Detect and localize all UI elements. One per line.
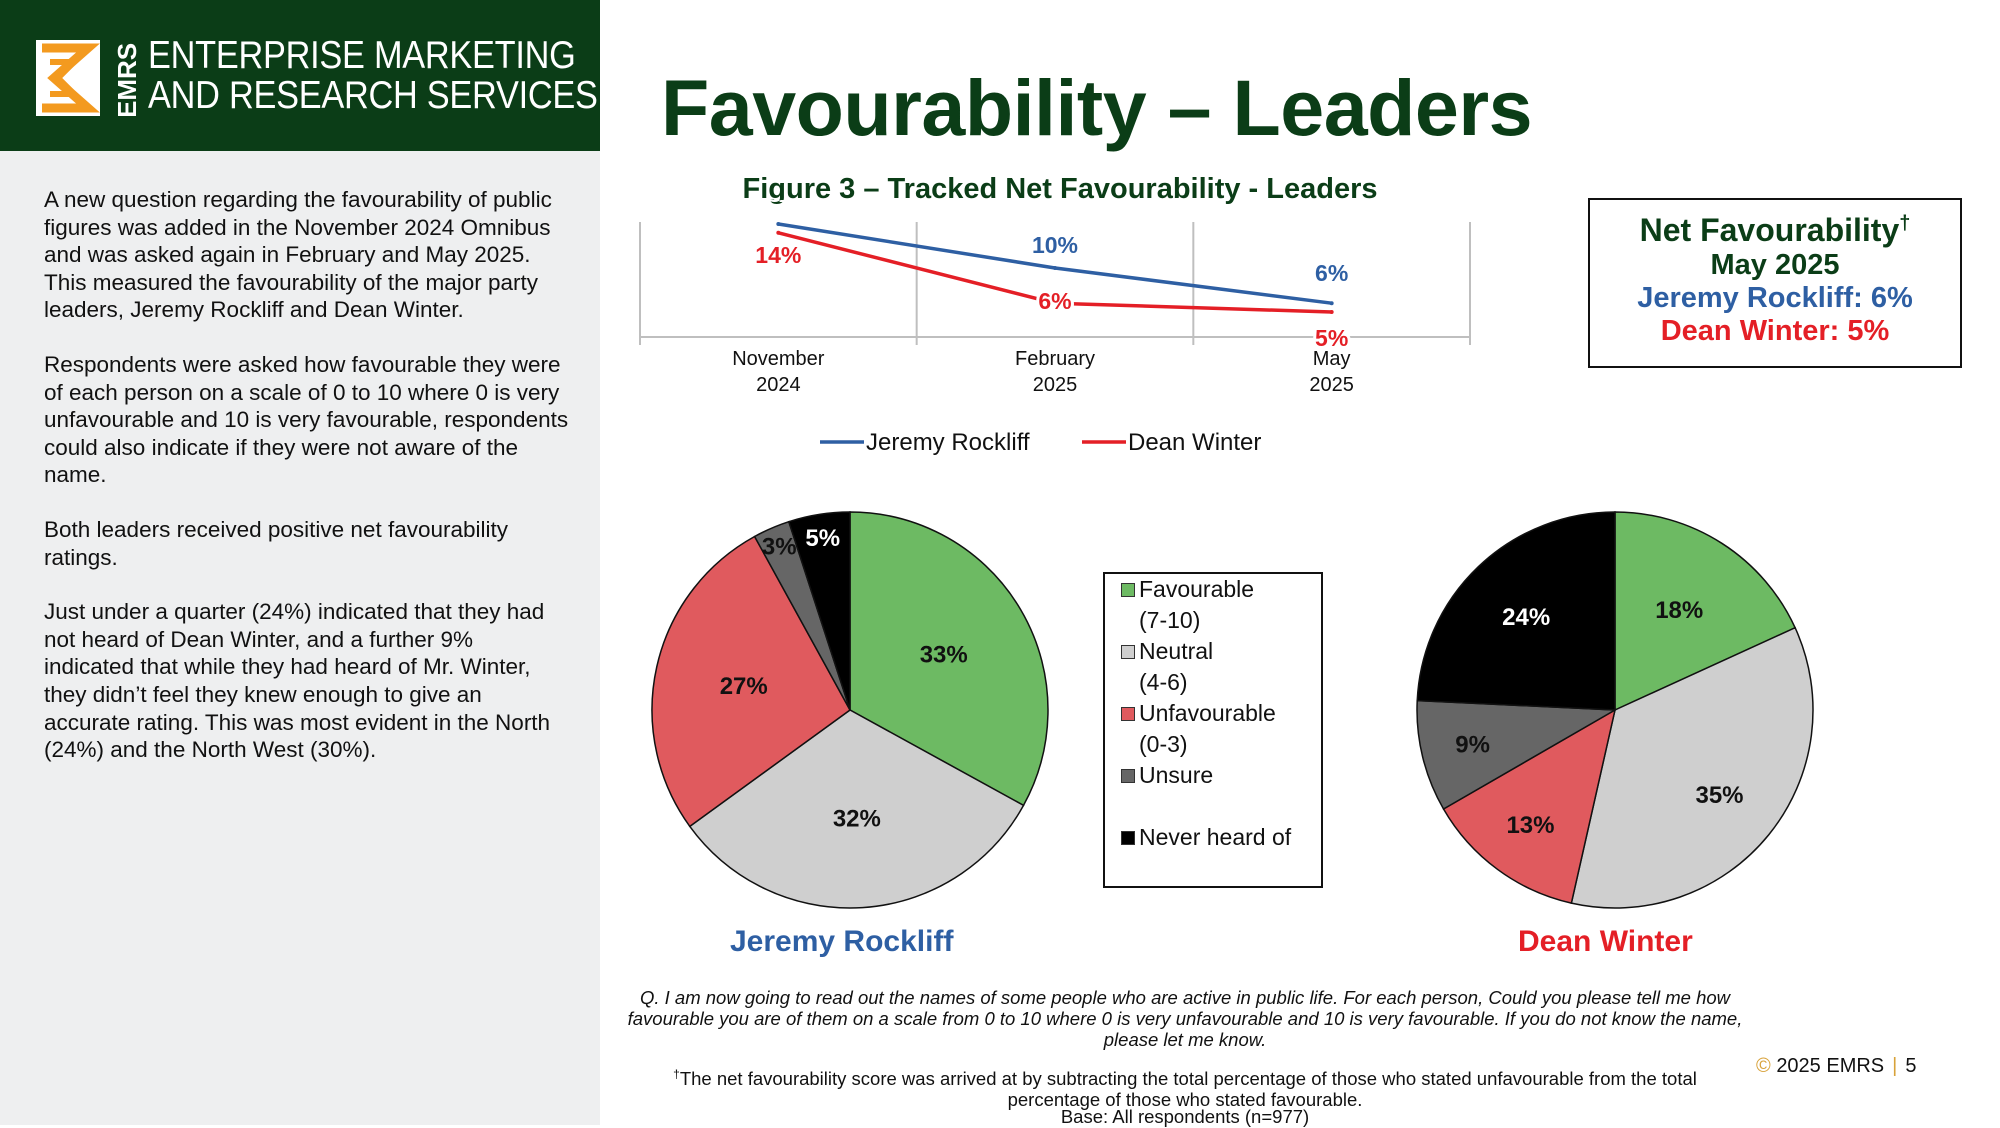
brand-name: ENTERPRISE MARKETING AND RESEARCH SERVIC… [148, 36, 598, 116]
pie-slice [787, 511, 851, 711]
intro-text: A new question regarding the favourabili… [44, 186, 569, 791]
emrs-logo-icon: EMRS [36, 40, 142, 116]
pie-slice [849, 511, 1049, 807]
data-label: 5% [1315, 325, 1348, 351]
x-tick-label: November [732, 348, 825, 370]
net-box-period: May 2025 [1710, 249, 1840, 281]
legend-label: Dean Winter [1128, 429, 1261, 456]
slice-label: 24% [1502, 604, 1550, 631]
separator: | [1892, 1055, 1898, 1077]
legend-swatch [1121, 583, 1135, 597]
pie-chart-winter: 18% 35% 13% 9% 24% [1416, 511, 1814, 909]
slice-label: 27% [720, 673, 768, 700]
legend-item-never-heard: Never heard of [1121, 822, 1292, 853]
footnote: †The net favourability score was arrived… [625, 1064, 1745, 1110]
data-point [1053, 301, 1057, 306]
logo-abbrev: EMRS [112, 43, 142, 116]
pie-slice [651, 535, 851, 828]
x-tick-label: May [1313, 348, 1351, 370]
legend-label: Neutral [1139, 638, 1214, 664]
legend-item-neutral: Neutral (4-6) [1121, 636, 1214, 698]
copyright-symbol: © [1756, 1055, 1771, 1077]
legend-item-favourable: Favourable (7-10) [1121, 574, 1255, 636]
x-tick-label: 2024 [756, 374, 801, 396]
pie-legend: Favourable (7-10) Neutral (4-6) Unfavour… [1103, 572, 1323, 888]
net-box-rockliff: Jeremy Rockliff: 6% [1637, 282, 1913, 314]
page-title: Favourability – Leaders [661, 63, 1533, 152]
intro-paragraph: Just under a quarter (24%) indicated tha… [44, 599, 551, 763]
legend-label: Unsure [1139, 762, 1214, 788]
legend-swatch [1121, 645, 1135, 659]
pie-slice [1416, 511, 1616, 711]
net-box-title-row: Net Favourability† [1590, 212, 1960, 249]
legend-label-sub: (7-10) [1139, 607, 1201, 633]
data-label: 10% [1032, 232, 1078, 258]
pie-slice [1442, 708, 1617, 905]
footnote-dagger: † [673, 1067, 680, 1081]
data-label: 6% [1038, 288, 1071, 314]
brand-line-2: AND RESEARCH SERVICES [148, 74, 598, 117]
data-label: 6% [1315, 260, 1348, 286]
pie-title-winter: Dean Winter [1518, 925, 1693, 958]
slice-label: 35% [1695, 782, 1743, 809]
data-point [1053, 266, 1057, 270]
legend-label-sub: (4-6) [1139, 669, 1188, 695]
slice-label: 9% [1455, 732, 1490, 759]
brand-line-1: ENTERPRISE MARKETING [148, 34, 576, 77]
data-point [1329, 310, 1334, 314]
intro-paragraph: A new question regarding the favourabili… [44, 187, 552, 323]
pie-slice [1614, 511, 1797, 712]
legend-label: Unfavourable [1139, 700, 1276, 726]
legend-label: Jeremy Rockliff [866, 429, 1030, 456]
net-box-dagger: † [1899, 212, 1911, 235]
brand-logo-block: EMRS ENTERPRISE MARKETING AND RESEARCH S… [0, 0, 600, 151]
intro-paragraph: Respondents were asked how favourable th… [44, 351, 569, 488]
data-point [776, 222, 781, 226]
legend-item-unfavourable: Unfavourable (0-3) [1121, 698, 1276, 760]
footnote-text: The net favourability score was arrived … [679, 1068, 1697, 1111]
legend-swatch [1121, 707, 1135, 721]
legend-label: Never heard of [1139, 824, 1292, 850]
net-box-title: Net Favourability [1639, 212, 1900, 248]
data-point [776, 230, 781, 235]
net-favourability-box: Net Favourability† May 2025 Jeremy Rockl… [1588, 198, 1962, 368]
pie-slice [1416, 699, 1618, 811]
pie-title-rockliff: Jeremy Rockliff [730, 925, 954, 958]
slice-label: 32% [833, 806, 881, 833]
legend-item-unsure: Unsure [1121, 760, 1214, 791]
data-label: 15% [755, 200, 801, 204]
legend-label: Favourable [1139, 576, 1255, 602]
x-tick-label: 2025 [1309, 374, 1354, 396]
base-note: Base: All respondents (n=977) [1060, 1106, 1310, 1127]
pie-slice [688, 709, 1025, 909]
net-box-winter: Dean Winter: 5% [1660, 315, 1890, 347]
legend-swatch [1121, 831, 1135, 845]
slice-label: 13% [1506, 812, 1554, 839]
x-tick-label: 2025 [1033, 374, 1078, 396]
legend-label-sub: (0-3) [1139, 731, 1188, 757]
data-label: 14% [755, 242, 801, 268]
slice-label: 5% [805, 525, 840, 552]
copyright: © 2025 EMRS | 5 [1756, 1055, 1916, 1078]
data-point [1329, 301, 1334, 306]
sidebar-panel: EMRS ENTERPRISE MARKETING AND RESEARCH S… [0, 0, 600, 1125]
line-chart-title: Figure 3 – Tracked Net Favourability - L… [742, 173, 1378, 205]
slice-label: 3% [762, 533, 797, 560]
pie-slice [1570, 626, 1814, 909]
slice-label: 33% [920, 642, 968, 669]
pie-chart-rockliff: 33% 32% 27% 3% 5% [651, 511, 1049, 909]
x-tick-label: February [1015, 348, 1095, 370]
intro-paragraph: Both leaders received positive net favou… [44, 516, 509, 570]
survey-question: Q. I am now going to read out the names … [627, 987, 1743, 1050]
copyright-text: 2025 EMRS [1776, 1055, 1885, 1077]
legend-swatch [1121, 769, 1135, 783]
line-chart: November 2024 February 2025 May 2025 15% 10% 6% 1… [639, 200, 1471, 456]
page-number: 5 [1905, 1055, 1917, 1077]
slice-label: 18% [1655, 597, 1703, 624]
